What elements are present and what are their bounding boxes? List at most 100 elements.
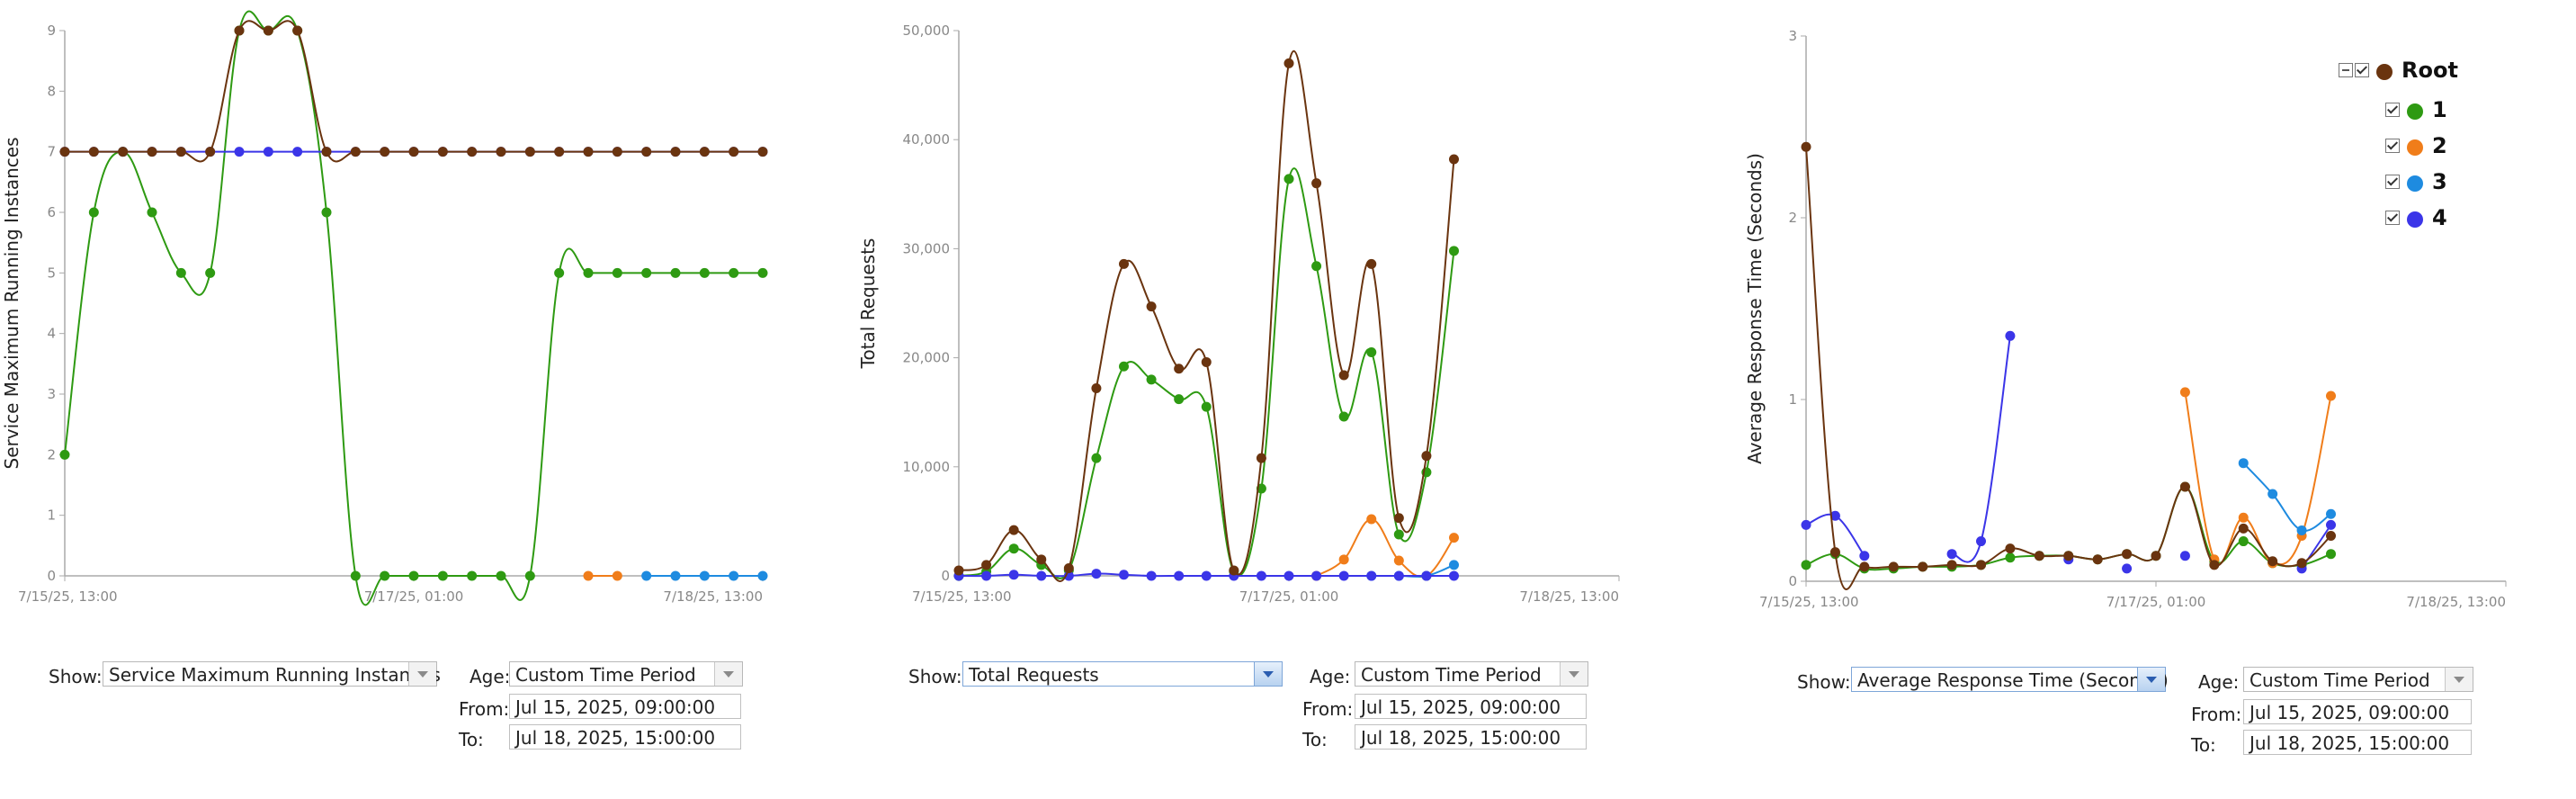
show-select-value: Total Requests — [969, 664, 1099, 686]
data-point — [205, 147, 216, 157]
data-point — [1338, 570, 1349, 581]
data-point — [2326, 519, 2336, 530]
data-point — [1829, 547, 1840, 558]
y-tick-label: 30,000 — [903, 240, 951, 256]
data-point — [1976, 560, 1986, 570]
series-line — [64, 10, 763, 606]
legend-label: Root — [2402, 58, 2458, 83]
series-root — [1801, 141, 2336, 590]
legend-item-1[interactable]: 1 — [2339, 97, 2554, 124]
data-point — [2092, 554, 2103, 565]
chevron-down-icon[interactable] — [2137, 668, 2165, 691]
checkbox-checked-icon[interactable] — [2355, 63, 2369, 77]
data-point — [175, 147, 186, 157]
legend-item-4[interactable]: 4 — [2339, 205, 2554, 232]
data-point — [467, 147, 478, 157]
chevron-down-icon[interactable] — [1560, 662, 1588, 686]
to-date-input[interactable]: Jul 18, 2025, 15:00:00 — [509, 724, 741, 750]
data-point — [437, 570, 448, 581]
data-point — [612, 267, 622, 278]
series-line — [2242, 462, 2332, 532]
y-tick-label: 9 — [47, 22, 56, 39]
from-label: From: — [2191, 704, 2242, 725]
data-point — [59, 147, 70, 157]
legend-item-2[interactable]: 2 — [2339, 133, 2554, 160]
data-point — [1801, 519, 1811, 530]
series-dot-icon — [2407, 211, 2423, 228]
data-point — [1393, 513, 1404, 524]
x-tick-label: 7/17/25, 01:00 — [2106, 594, 2206, 610]
from-date-input[interactable]: Jul 15, 2025, 09:00:00 — [509, 694, 741, 719]
y-tick-label: 3 — [1788, 28, 1797, 44]
to-date-input[interactable]: Jul 18, 2025, 15:00:00 — [1355, 724, 1587, 750]
show-select[interactable]: Average Response Time (Seconds) — [1851, 667, 2169, 692]
age-select[interactable]: Custom Time Period — [1355, 661, 1588, 687]
checkbox-checked-icon[interactable] — [2385, 175, 2400, 189]
data-point — [380, 570, 390, 581]
data-point — [292, 25, 303, 36]
data-point — [583, 570, 594, 581]
collapse-icon[interactable] — [2339, 63, 2353, 77]
chevron-down-icon[interactable] — [714, 662, 742, 686]
data-point — [1256, 570, 1266, 581]
checkbox-checked-icon[interactable] — [2385, 103, 2400, 117]
data-point — [670, 147, 681, 157]
y-tick-label: 50,000 — [903, 22, 951, 39]
data-point — [1801, 141, 1811, 152]
series-1 — [59, 10, 768, 606]
data-point — [1338, 370, 1349, 381]
chevron-down-icon[interactable] — [408, 662, 436, 686]
data-point — [1008, 570, 1019, 580]
data-point — [524, 570, 535, 581]
age-select[interactable]: Custom Time Period — [509, 661, 743, 687]
data-point — [1421, 451, 1432, 462]
show-label: Show: — [1797, 671, 1851, 693]
y-tick-label: 6 — [47, 204, 56, 220]
data-point — [2238, 512, 2249, 523]
chevron-down-icon[interactable] — [1254, 662, 1282, 686]
data-point — [1366, 258, 1377, 269]
data-point — [981, 570, 992, 581]
y-tick-label: 0 — [1788, 573, 1797, 589]
data-point — [263, 25, 273, 36]
data-point — [1284, 174, 1294, 184]
checkbox-checked-icon[interactable] — [2385, 139, 2400, 153]
from-date-input[interactable]: Jul 15, 2025, 09:00:00 — [2243, 699, 2472, 724]
data-point — [2326, 391, 2336, 401]
series-line — [1805, 147, 2332, 590]
from-label: From: — [1302, 698, 1354, 720]
data-point — [205, 267, 216, 278]
to-date-input[interactable]: Jul 18, 2025, 15:00:00 — [2243, 730, 2472, 755]
from-date-input[interactable]: Jul 15, 2025, 09:00:00 — [1355, 694, 1587, 719]
data-point — [234, 25, 245, 36]
show-select-value: Service Maximum Running Instances — [109, 664, 441, 686]
data-point — [1091, 453, 1102, 463]
data-point — [1338, 554, 1349, 565]
data-point — [1393, 555, 1404, 566]
legend-item-3[interactable]: 3 — [2339, 169, 2554, 196]
legend-label: 2 — [2432, 133, 2447, 158]
show-select[interactable]: Total Requests — [962, 661, 1283, 687]
chevron-down-icon[interactable] — [2445, 668, 2473, 691]
data-point — [2179, 387, 2190, 398]
to-label: To: — [459, 729, 484, 750]
series-line — [65, 20, 763, 163]
x-tick-label: 7/18/25, 13:00 — [663, 588, 763, 605]
legend-item-root[interactable]: Root — [2339, 58, 2554, 85]
show-select[interactable]: Service Maximum Running Instances — [103, 661, 441, 687]
age-select-value: Custom Time Period — [515, 664, 696, 686]
data-point — [729, 267, 739, 278]
data-point — [757, 147, 768, 157]
series-root — [953, 49, 1459, 582]
data-point — [1829, 510, 1840, 521]
data-point — [981, 560, 992, 570]
legend-label: 1 — [2432, 97, 2447, 122]
checkbox-checked-icon[interactable] — [2385, 211, 2400, 225]
data-point — [292, 147, 303, 157]
data-point — [1146, 374, 1157, 385]
series-line — [1316, 517, 1455, 579]
data-point — [1256, 453, 1266, 463]
age-select[interactable]: Custom Time Period — [2243, 667, 2473, 692]
data-point — [1449, 560, 1459, 570]
x-tick-label: 7/18/25, 13:00 — [1519, 588, 1619, 605]
